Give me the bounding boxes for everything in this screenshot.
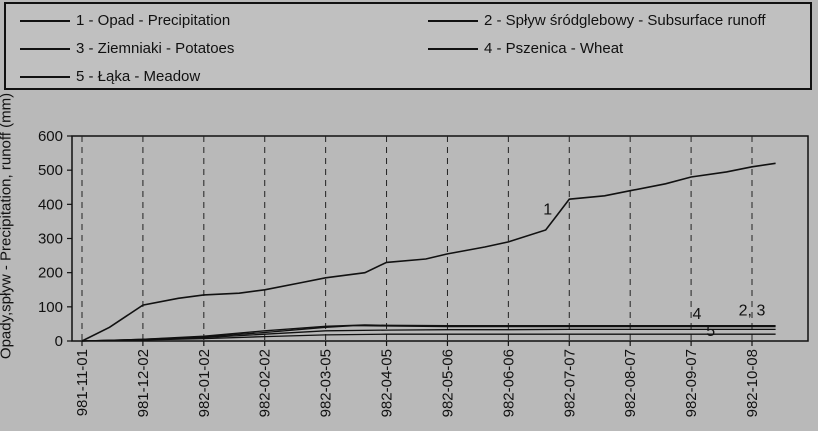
legend-entry-subsurface-runoff: 2 - Spływ śródglebowy - Subsurface runof… (428, 12, 766, 29)
y-tick-label: 500 (38, 162, 63, 179)
y-tick-label: 600 (38, 128, 63, 145)
x-tick-label: 982-09-07 (683, 349, 700, 417)
series-line-4 (81, 328, 776, 342)
x-tick-label: 981-11-01 (74, 349, 91, 416)
x-tick-label: 982-01-02 (196, 349, 213, 417)
x-tick-label: 982-08-07 (622, 349, 639, 417)
legend-label: 4 - Pszenica - Wheat (484, 40, 624, 57)
curve-annotation: 1 (543, 202, 552, 219)
legend-line (20, 47, 70, 50)
x-tick-label: 982-02-02 (257, 349, 274, 417)
curve-annotation: 2, 3 (739, 302, 766, 319)
x-tick-label: 982-10-08 (744, 349, 761, 417)
x-tick-label: 981-12-02 (135, 349, 152, 417)
legend-label: 1 - Opad - Precipitation (76, 12, 231, 29)
series-line-1 (81, 162, 776, 342)
legend-label: 2 - Spływ śródglebowy - Subsurface runof… (484, 12, 766, 29)
legend-entry-meadow: 5 - Łąka - Meadow (20, 68, 200, 85)
x-tick-label: 982-03-05 (318, 349, 335, 417)
legend-line (20, 19, 70, 22)
legend-line (428, 47, 478, 50)
legend-line (20, 75, 70, 78)
x-tick-label: 982-06-06 (500, 349, 517, 417)
legend-label: 5 - Łąka - Meadow (76, 68, 201, 85)
legend-entry-wheat: 4 - Pszenica - Wheat (428, 40, 623, 57)
series-line-3 (81, 324, 776, 342)
legend-label: 3 - Ziemniaki - Potatoes (76, 40, 235, 57)
legend-entry-precipitation: 1 - Opad - Precipitation (20, 12, 230, 29)
x-tick-label: 982-04-05 (379, 349, 396, 417)
curve-annotation: 5 (706, 323, 715, 340)
y-tick-label: 300 (38, 231, 63, 248)
y-tick-label: 100 (38, 299, 63, 316)
y-tick-label: 400 (38, 196, 63, 213)
legend-entry-potatoes: 3 - Ziemniaki - Potatoes (20, 40, 234, 57)
y-tick-label: 0 (55, 333, 63, 350)
x-tick-label: 982-05-06 (439, 349, 456, 417)
y-tick-label: 200 (38, 265, 63, 282)
chart-legend: 1 - Opad - Precipitation 2 - Spływ śródg… (4, 2, 812, 90)
x-tick-label: 982-07-07 (561, 349, 578, 417)
curve-annotation: 4 (693, 306, 702, 323)
series-line-2 (81, 324, 776, 342)
legend-line (428, 19, 478, 22)
series-line-5 (81, 333, 776, 342)
